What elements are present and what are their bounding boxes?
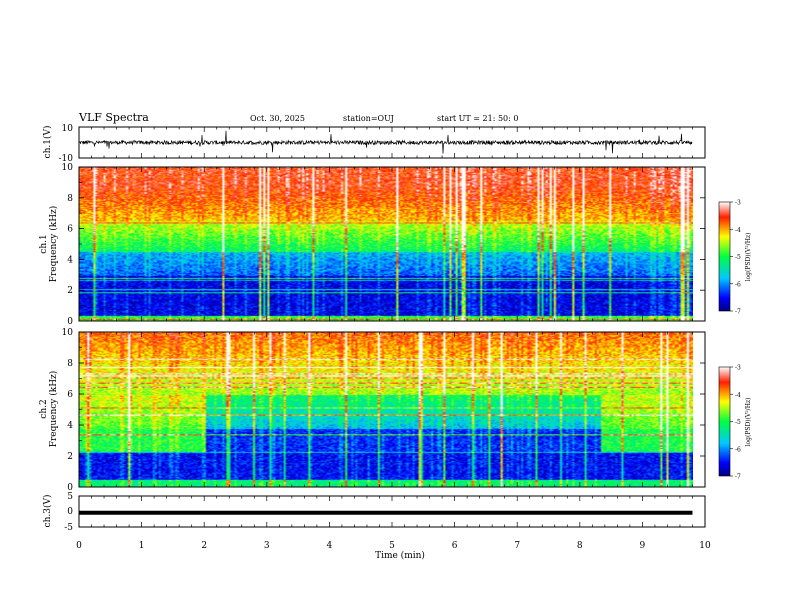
time-axis-ticks: 0 1 2 3 4 5 6 7 8 9 10 0	[67, 127, 711, 551]
time-tick-label: 6	[452, 541, 458, 551]
time-tick-label: 8	[577, 541, 583, 551]
ch1-colorbar-tick-label: -6	[735, 281, 741, 288]
ch2-spectrogram-ytick-label: 2	[67, 452, 73, 462]
ch1-spectrogram-image	[79, 167, 693, 321]
ch2-frequency-label: Frequency (kHz)	[48, 371, 59, 448]
date-label: Oct. 30, 2025	[250, 114, 305, 123]
ch2-colorbar-tick-label: -4	[735, 392, 741, 399]
ch1-spectrogram-channel: ch.1	[39, 234, 49, 253]
time-tick-label: 0	[76, 541, 82, 551]
ch1-colorbar-tick-label: -7	[735, 309, 741, 316]
ch1-ytick-top: 10	[62, 124, 74, 134]
ch1-waveform-panel: 10 -10 ch.1(V)	[42, 124, 706, 164]
station-label: station=OUJ	[343, 114, 394, 123]
ch3-ylabel: ch.3(V)	[42, 495, 53, 528]
ch1-spectrogram-panel: 0 2 4 6 8 10 ch.1 Frequency (kHz)	[39, 163, 706, 327]
ch2-spectrogram-ytick-label: 4	[67, 421, 73, 431]
ch2-colorbar: -3 -4 -5 -6 -7 log(PSD)(V²/Hz)	[718, 365, 752, 481]
ch1-colorbar-label: log(PSD)(V²/Hz)	[745, 233, 752, 282]
ch3-waveform-panel: 5 -5 ch.3(V)	[42, 492, 706, 533]
ch2-spectrogram-panel: 0 2 4 6 8 10 ch.2 Frequency (kHz)	[39, 328, 706, 493]
time-tick-label: 4	[327, 541, 333, 551]
ch2-colorbar-tick-label: -3	[735, 365, 741, 372]
ch2-spectrogram-ytick-label: 0	[67, 483, 73, 493]
ch1-spectrogram-ytick-label: 10	[62, 163, 74, 173]
ch2-colorbar-tick-label: -6	[735, 446, 741, 453]
time-tick-label: 2	[201, 541, 207, 551]
time-axis-label: Time (min)	[375, 550, 425, 561]
ch1-ytick-bottom: -10	[59, 154, 74, 164]
ch1-spectrogram-ytick-label: 8	[67, 194, 73, 204]
ch1-spectrogram-ytick-label: 6	[67, 225, 73, 235]
time-tick-label: 3	[264, 541, 270, 551]
ch2-colorbar-tick-label: -5	[735, 419, 741, 426]
ch1-colorbar-tick-label: -5	[735, 254, 741, 261]
ch2-colorbar-label: log(PSD)(V²/Hz)	[745, 398, 752, 447]
time-tick-label: 5	[389, 541, 395, 551]
ch1-colorbar: -3 -4 -5 -6 -7 log(PSD)(V²/Hz)	[718, 200, 752, 316]
ch3-ytick-top: 5	[67, 492, 73, 502]
time-tick-label: 9	[640, 541, 646, 551]
start-time-label: start UT = 21: 50: 0	[437, 114, 519, 123]
time-tick-label: 10	[699, 541, 711, 551]
ch1-ylabel: ch.1(V)	[42, 126, 53, 159]
ch1-spectrogram-ytick-label: 0	[67, 317, 73, 327]
ch2-spectrogram-channel: ch.2	[39, 399, 49, 418]
ch2-colorbar-scale	[718, 366, 731, 477]
ch1-spectrogram-ytick-label: 2	[67, 286, 73, 296]
ch2-spectrogram-ytick-label: 8	[67, 359, 73, 369]
ch1-spectrogram-ytick-label: 4	[67, 255, 73, 265]
ch1-frequency-label: Frequency (kHz)	[48, 206, 59, 283]
ch2-spectrogram-image	[79, 332, 693, 487]
ch1-colorbar-scale	[718, 201, 731, 312]
ch2-spectrogram-ytick-label: 6	[67, 390, 73, 400]
ch2-spectrogram-ytick-label: 10	[62, 328, 74, 338]
ch1-colorbar-tick-label: -4	[735, 227, 741, 234]
ch3-ytick-middle: 0	[67, 507, 73, 517]
ch3-ytick-bottom: -5	[64, 523, 73, 533]
ch1-waveform-trace	[79, 130, 693, 154]
ch1-colorbar-tick-label: -3	[735, 200, 741, 207]
ch2-colorbar-tick-label: -7	[735, 474, 741, 481]
time-tick-label: 1	[139, 541, 145, 551]
figure-title: VLF Spectra	[79, 111, 149, 124]
time-tick-label: 7	[514, 541, 520, 551]
